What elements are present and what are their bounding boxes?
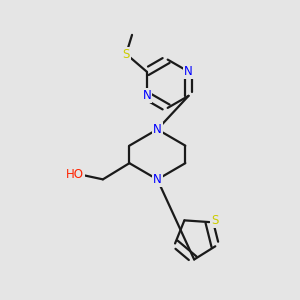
Text: S: S [122, 47, 130, 61]
Text: N: N [153, 173, 162, 186]
Text: HO: HO [66, 169, 84, 182]
Text: N: N [184, 65, 193, 78]
Text: N: N [142, 89, 151, 102]
Text: N: N [153, 123, 162, 136]
Text: S: S [211, 214, 218, 227]
